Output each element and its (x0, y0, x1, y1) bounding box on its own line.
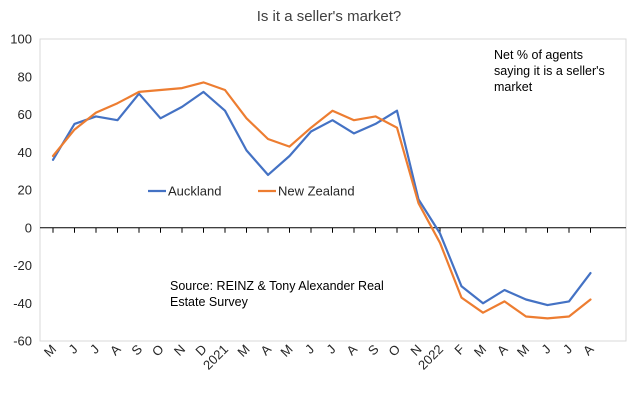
annotation-source: Source: REINZ & Tony Alexander Real (170, 279, 384, 293)
x-tick-label: J (560, 342, 575, 357)
x-tick-label: O (385, 342, 403, 360)
y-tick-label: 60 (18, 107, 32, 122)
legend: Auckland New Zealand (148, 184, 355, 199)
annotation-net-agents: saying it is a seller's (494, 64, 605, 78)
y-tick-label: 80 (18, 69, 32, 84)
x-tick-label: M (277, 342, 295, 360)
x-tick-label: A (580, 341, 597, 358)
y-tick-label: 100 (10, 32, 32, 47)
x-tick-label: M (41, 342, 59, 360)
x-tick-label: 2022 (415, 342, 446, 373)
x-tick-label: A (494, 341, 511, 358)
legend-label: New Zealand (278, 184, 355, 199)
series-line-auckland (51, 90, 592, 307)
y-tick-label: 20 (18, 183, 32, 198)
x-tick-label: A (257, 341, 274, 358)
annotation-net-agents: market (494, 80, 533, 94)
x-tick-label: M (514, 342, 532, 360)
y-tick-label: 40 (18, 145, 32, 160)
plot-border (39, 38, 627, 342)
x-tick-label: S (365, 341, 382, 358)
x-tick-label: A (107, 341, 124, 358)
legend-label: Auckland (168, 184, 221, 199)
x-tick-label: J (323, 342, 338, 357)
x-tick-label: 2021 (200, 342, 231, 373)
series-line-new-zealand (51, 81, 592, 320)
x-tick-label: F (451, 341, 467, 357)
x-tick-label: N (171, 342, 188, 359)
x-tick-label: J (538, 342, 553, 357)
y-tick-label: -60 (13, 334, 32, 349)
annotation-net-agents: Net % of agents (494, 48, 583, 62)
annotations: Net % of agents saying it is a seller's ma… (170, 48, 605, 309)
y-tick-label: 0 (25, 220, 32, 235)
y-axis-ticks: 100 80 60 40 20 0 -20 -40 -60 (10, 32, 32, 349)
x-tick-label: O (149, 342, 167, 360)
x-tick-label: A (343, 341, 360, 358)
x-tick-label: J (302, 342, 317, 357)
x-tick-label: M (471, 342, 489, 360)
x-tick-label: M (234, 342, 252, 360)
y-tick-label: -40 (13, 296, 32, 311)
series-lines (51, 81, 592, 320)
chart-title: Is it a seller's market? (257, 8, 402, 25)
x-tick-label: J (65, 342, 80, 357)
x-tick-label: S (128, 341, 145, 358)
y-tick-label: -20 (13, 258, 32, 273)
x-tick-label: J (87, 342, 102, 357)
annotation-source: Estate Survey (170, 295, 249, 309)
